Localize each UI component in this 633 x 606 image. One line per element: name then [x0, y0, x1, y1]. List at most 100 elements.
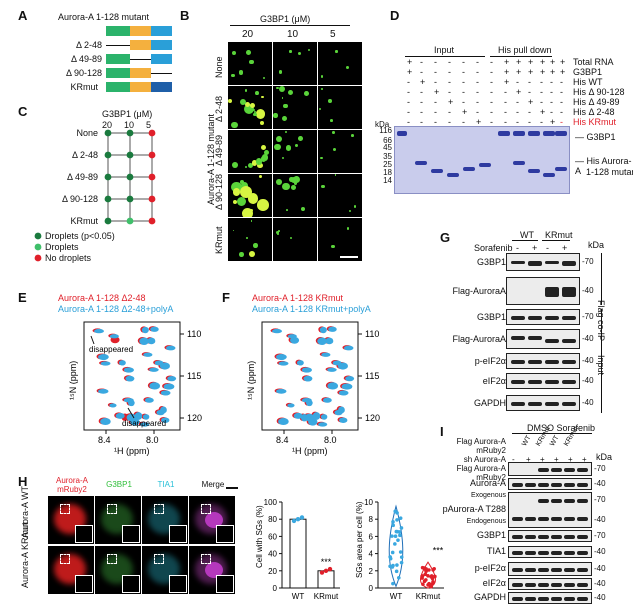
panel-d-sign: - [516, 117, 519, 127]
panel-b-droplet [276, 232, 279, 235]
panel-i-band [551, 551, 562, 555]
panel-i-marker: -40 [594, 547, 606, 556]
panel-d-row-label: His Δ 49-89 [573, 97, 620, 107]
violin-point [390, 550, 395, 555]
panel-d-sign: + [540, 57, 546, 67]
violin-point [398, 533, 402, 538]
panel-d-sign: - [462, 57, 465, 67]
panel-h-channel-label: TIA1 [157, 480, 175, 489]
panel-d-sign: - [420, 57, 423, 67]
panel-i-band [577, 517, 588, 521]
panel-h-micrograph [95, 546, 141, 594]
panel-d-sign: - [490, 97, 493, 107]
panel-g-row-label: Flag-AuroraA [452, 286, 506, 296]
panel-a-domain-segment [151, 54, 172, 64]
panel-i-band [577, 551, 588, 555]
panel-i-row-label: Aurora-A [469, 478, 506, 488]
panel-i-band [538, 568, 549, 572]
panel-h-nucleus [205, 562, 223, 578]
panel-c-row-label: None [76, 128, 98, 138]
panel-d-sign: - [560, 77, 563, 87]
panel-d-marker: 35 [383, 152, 392, 161]
panel-g-marker: -40 [582, 398, 594, 407]
panelE-peak-blue [141, 326, 149, 334]
panel-h-roi-box [154, 504, 164, 514]
panel-g-band [545, 402, 559, 406]
panel-b-droplet [300, 207, 306, 212]
panel-i-row-label: p-eIF2α [474, 563, 506, 573]
bar-sig: *** [321, 557, 332, 567]
panel-b-droplet [246, 50, 252, 56]
panel-d-sign: - [448, 77, 451, 87]
panel-h-inset [216, 525, 234, 543]
panel-g-band [562, 316, 576, 320]
panel-g-row-label: G3BP1 [476, 257, 506, 267]
violin-point [399, 560, 404, 565]
panel-i-band [551, 568, 562, 572]
panel-a-domain-segment [106, 54, 130, 64]
panel-c-legend-dot [34, 254, 42, 262]
panelE-peak-blue [109, 334, 119, 339]
panelE-peak-blue [149, 382, 161, 390]
panelE-svg: 110 115 120 8.4 8.0¹H (ppm) ¹⁵N (ppm) disappea… [68, 321, 202, 456]
panel-g-band [562, 261, 576, 266]
panel-g-band [511, 402, 525, 406]
panel-h-roi-box [60, 554, 70, 564]
panel-b-micrograph [273, 174, 317, 217]
panel-h-micrograph [189, 546, 235, 594]
panel-d-his-band [479, 163, 491, 167]
bar-point [327, 566, 333, 572]
panel-g-sign: + [562, 243, 568, 253]
panel-i-band [525, 597, 536, 601]
panelF-peak-blue [328, 326, 337, 332]
panel-d-gel [394, 126, 570, 194]
bar-ytick-label: 20 [268, 567, 277, 576]
panel-c-dot [104, 217, 112, 225]
bar-point [299, 515, 305, 520]
panel-b-droplet [335, 50, 338, 53]
panel-c-dot [148, 195, 156, 203]
panel-c-row-label: Δ 90-128 [61, 194, 98, 204]
panel-a-deletion-line [151, 73, 172, 74]
panel-i-blot [508, 462, 592, 476]
panel-g-treatment: Sorafenib [474, 243, 513, 253]
panelE-peak-blue [100, 417, 111, 425]
panel-d-sign: - [448, 87, 451, 97]
bar-point [291, 518, 297, 524]
violin-point [421, 582, 425, 587]
panelE-peak-blue [142, 414, 150, 420]
panel-i-sign: + [568, 455, 573, 464]
panel-b-micrograph [318, 42, 362, 85]
panel-g-sign: + [532, 243, 538, 253]
panel-i-band [551, 517, 562, 521]
panel-d-label-g3bp1: — G3BP1 [575, 132, 616, 142]
panel-i-marker: -40 [594, 593, 606, 602]
panel-d-input-rule [405, 56, 485, 57]
panel-b-droplet [259, 120, 264, 125]
violin-point [424, 569, 428, 574]
violin-point [428, 583, 432, 588]
panel-d-sign: - [434, 77, 437, 87]
panel-i-row-label: Exogenous [470, 492, 506, 499]
panel-i-sign: + [554, 455, 559, 464]
panel-i-blot [508, 562, 592, 576]
panel-b-droplet [281, 115, 287, 122]
panelE-peak-blue [154, 360, 164, 366]
panel-d-sign: - [462, 77, 465, 87]
panel-b-droplet [351, 133, 355, 137]
panel-a-row-label: Δ 90-128 [65, 68, 102, 78]
panel-c-conc-label: 10 [124, 120, 135, 130]
panel-b-droplet [330, 119, 334, 123]
panel-b-droplet [263, 149, 269, 155]
panel-i-band [512, 583, 523, 587]
panel-i-row-label: GAPDH [473, 592, 506, 602]
panel-c-dot [126, 151, 134, 159]
panel-g-marker: -70 [582, 257, 594, 266]
panel-b-droplet [297, 52, 302, 56]
panel-b-droplet [332, 131, 336, 134]
panel-e-legend-2: Aurora-A 1-128 Δ2-48+polyA [58, 304, 174, 314]
panel-a-row-label: KRmut [70, 82, 98, 92]
panel-b-droplet [304, 91, 309, 96]
panel-b-micrograph [273, 86, 317, 129]
panel-d-g3bp1-band [528, 131, 540, 136]
